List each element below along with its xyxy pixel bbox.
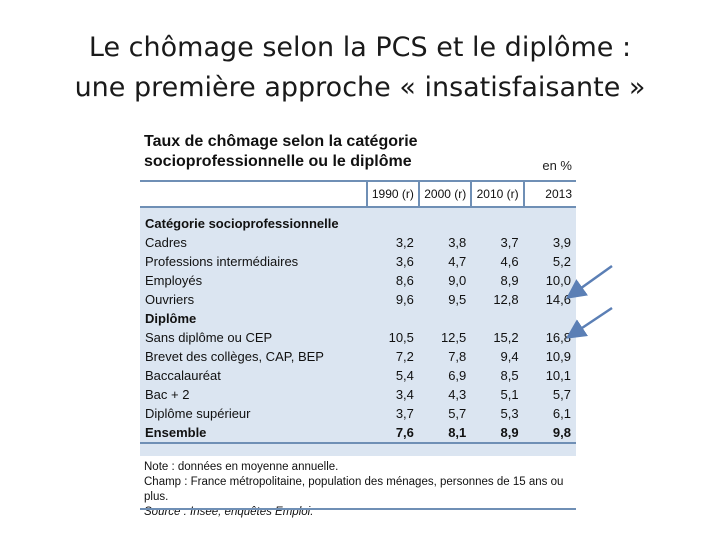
figure-title-line-1: Taux de chômage selon la catégorie: [144, 133, 418, 150]
column-header: 1990 (r): [365, 180, 419, 208]
table-cell: 3,8: [448, 235, 467, 250]
table-cell: 14,6: [545, 292, 571, 307]
arrow-icon: [565, 264, 613, 299]
figure-title-line-2: socioprofessionnelle ou le diplôme: [144, 153, 412, 170]
slide-title: Le chômage selon la PCS et le diplôme : …: [0, 28, 720, 108]
table-cell: 4,7: [448, 254, 467, 269]
table-cell: 9,5: [448, 292, 467, 307]
table-cell: 8,5: [500, 368, 519, 383]
table-row: Brevet des collèges, CAP, BEP 7,2 7,8 9,…: [140, 347, 576, 366]
column-header: 2013: [522, 180, 576, 208]
table-cell: 16,8: [545, 330, 571, 345]
table-cell: 9,0: [448, 273, 467, 288]
row-label: Professions intermédiaires: [145, 254, 299, 269]
table-cell: 12,5: [440, 330, 467, 345]
column-header: 2000 (r): [417, 180, 472, 208]
table-row: Baccalauréat 5,4 6,9 8,5 10,1: [140, 366, 576, 385]
figure-title: Taux de chômage selon la catégorie socio…: [144, 132, 544, 172]
data-table-container: 1990 (r) 2000 (r) 2010 (r) 2013 Catégori…: [140, 180, 576, 456]
table-cell: 5,1: [500, 387, 519, 402]
table-cell: 7,6: [366, 423, 419, 444]
table-cell: 6,1: [552, 406, 571, 421]
table-cell: 15,2: [493, 330, 519, 345]
row-label: Diplôme supérieur: [145, 406, 251, 421]
unit-label: en %: [542, 158, 572, 173]
table-cell: 8,1: [418, 423, 472, 444]
data-table: 1990 (r) 2000 (r) 2010 (r) 2013 Catégori…: [140, 180, 576, 444]
total-row: Ensemble 7,6 8,1 8,9 9,8: [140, 423, 576, 444]
table-cell: 10,5: [388, 330, 414, 345]
unemployment-table-figure: Taux de chômage selon la catégorie socio…: [140, 128, 576, 518]
table-cell: 3,4: [395, 387, 414, 402]
table-row: Employés 8,6 9,0 8,9 10,0: [140, 271, 576, 290]
section-header-row: Diplôme: [140, 309, 576, 328]
table-cell: 4,6: [500, 254, 519, 269]
table-cell: 9,4: [500, 349, 519, 364]
table-cell: 7,2: [395, 349, 414, 364]
section-label: Diplôme: [145, 311, 197, 326]
highlight-arrows: [565, 264, 613, 339]
table-cell: 5,7: [552, 387, 571, 402]
row-label: Brevet des collèges, CAP, BEP: [145, 349, 324, 364]
table-cell: 8,6: [395, 273, 414, 288]
table-cell: 10,0: [545, 273, 571, 288]
slide-title-line-2: une première approche « insatisfaisante …: [74, 72, 646, 103]
table-cell: 5,7: [448, 406, 467, 421]
section-label: Catégorie socioprofessionnelle: [145, 216, 339, 231]
table-cell: 3,7: [500, 235, 519, 250]
table-cell: 8,9: [471, 423, 524, 444]
table-row: Cadres 3,2 3,8 3,7 3,9: [140, 233, 576, 252]
table-cell: 6,9: [448, 368, 467, 383]
figure-notes: Note : données en moyenne annuelle. Cham…: [144, 460, 574, 520]
bottom-rule: [140, 508, 576, 510]
table-cell: 9,6: [395, 292, 414, 307]
table-cell: 12,8: [493, 292, 519, 307]
row-label: Sans diplôme ou CEP: [145, 330, 273, 345]
table-cell: 9,8: [523, 423, 576, 444]
table-row: Ouvriers 9,6 9,5 12,8 14,6: [140, 290, 576, 309]
column-header: 2010 (r): [470, 180, 524, 208]
row-label: Employés: [145, 273, 203, 288]
table-cell: 5,3: [500, 406, 519, 421]
table-cell: 10,9: [545, 349, 571, 364]
arrow-icon: [565, 306, 613, 339]
table-cell: 3,6: [395, 254, 414, 269]
table-row: Professions intermédiaires 3,6 4,7 4,6 5…: [140, 252, 576, 271]
table-cell: 10,1: [545, 368, 571, 383]
table-cell: 3,9: [552, 235, 571, 250]
table-row: Bac + 2 3,4 4,3 5,1 5,7: [140, 385, 576, 404]
table-cell: 3,2: [395, 235, 414, 250]
table-cell: 8,9: [500, 273, 519, 288]
note-text: Note : données en moyenne annuelle.: [144, 461, 339, 473]
slide-title-line-1: Le chômage selon la PCS et le diplôme :: [88, 32, 632, 63]
table-cell: 4,3: [448, 387, 467, 402]
champ-text: Champ : France métropolitaine, populatio…: [144, 476, 564, 503]
table-cell: 5,2: [552, 254, 571, 269]
row-label: Baccalauréat: [145, 368, 221, 383]
row-label: Ouvriers: [145, 292, 195, 307]
table-cell: 7,8: [448, 349, 467, 364]
row-label: Cadres: [145, 235, 187, 250]
table-header-row: 1990 (r) 2000 (r) 2010 (r) 2013: [140, 180, 576, 208]
table-cell: 3,7: [395, 406, 414, 421]
row-label: Bac + 2: [145, 387, 190, 402]
section-header-row: Catégorie socioprofessionnelle: [140, 207, 576, 233]
row-label: Ensemble: [140, 423, 367, 444]
table-row: Sans diplôme ou CEP 10,5 12,5 15,2 16,8: [140, 328, 576, 347]
table-cell: 5,4: [395, 368, 414, 383]
table-row: Diplôme supérieur 3,7 5,7 5,3 6,1: [140, 404, 576, 423]
header-blank-cell: [140, 180, 367, 208]
